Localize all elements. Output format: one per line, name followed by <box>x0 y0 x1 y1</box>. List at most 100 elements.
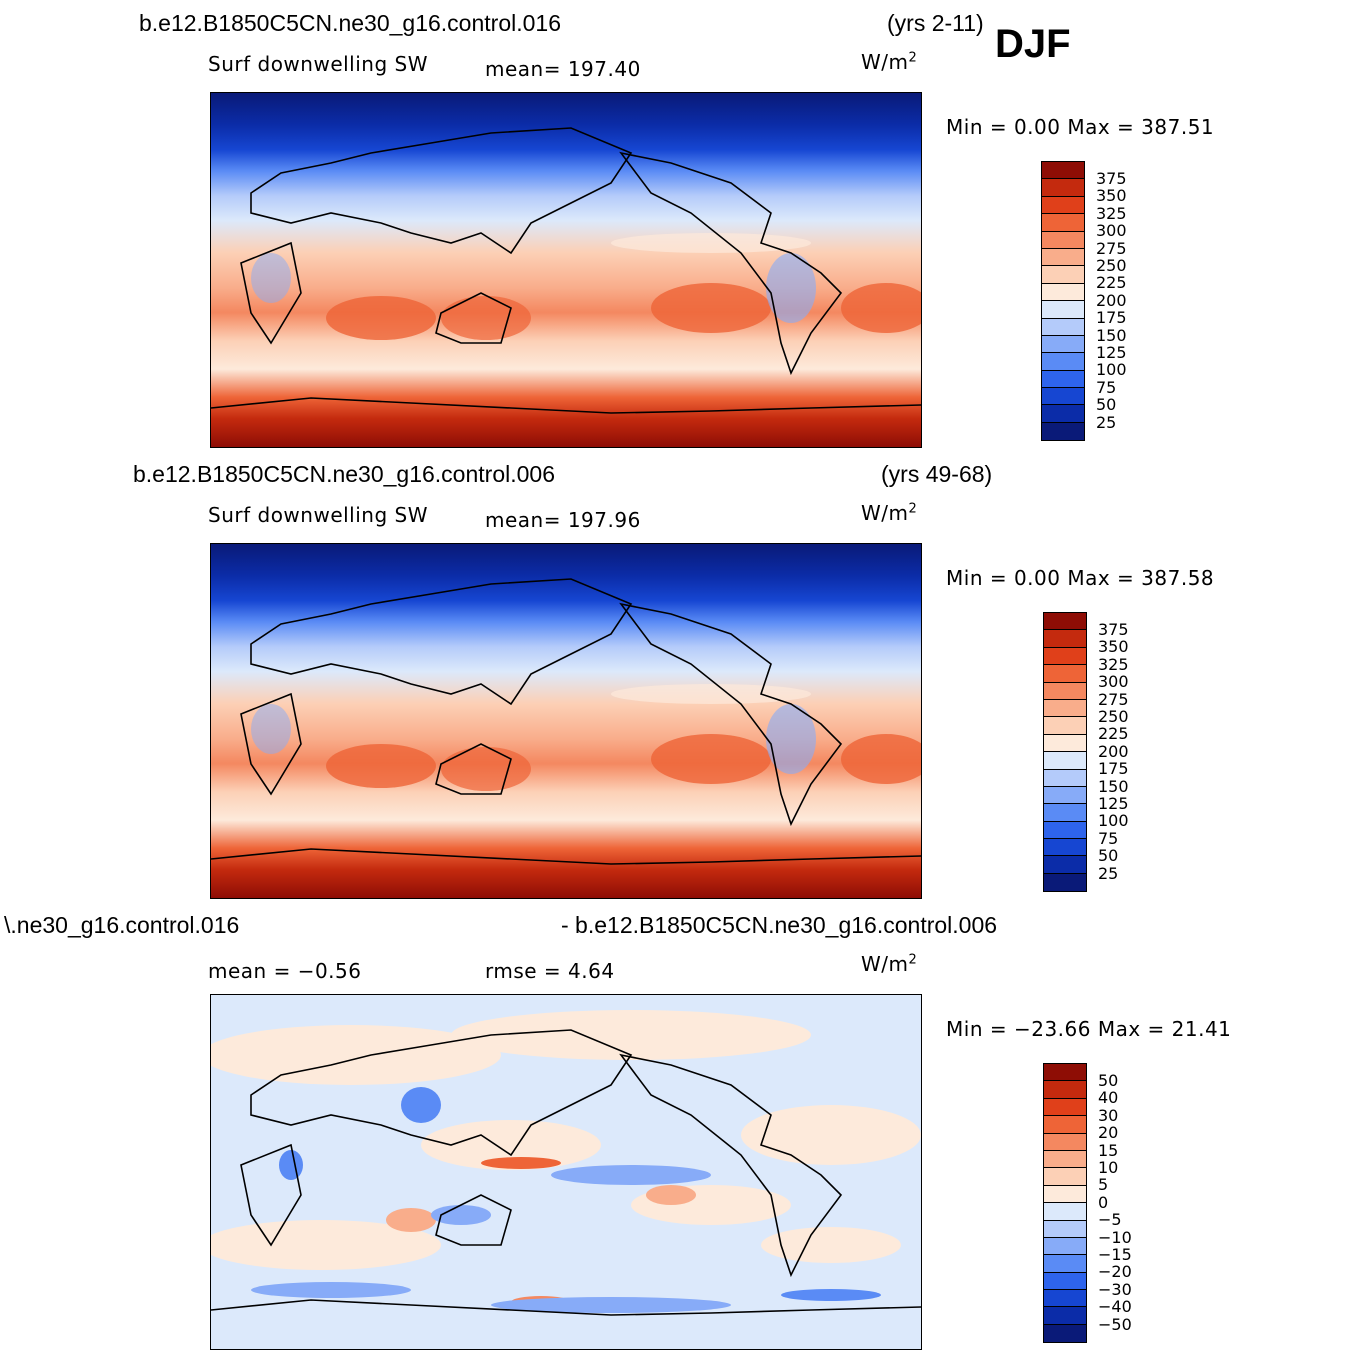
colorbar-tick-label: 25 <box>1098 863 1119 883</box>
colorbar-tick-label: 50 <box>1098 1071 1119 1090</box>
colorbar-swatch <box>1044 1220 1086 1238</box>
colorbar-tick-label: 150 <box>1098 776 1129 796</box>
colorbar-tick-label: 100 <box>1098 811 1129 831</box>
colorbar-swatch <box>1044 647 1086 666</box>
colorbar-swatch <box>1044 734 1086 753</box>
panel2-colorbar-labels: 375 350 325 300 275 250 225 200 175 150 … <box>1098 620 1129 883</box>
colorbar-tick-label: 375 <box>1096 169 1127 188</box>
colorbar-tick-label: −20 <box>1098 1262 1132 1282</box>
colorbar-tick-label: 300 <box>1098 672 1129 692</box>
colorbar-swatch <box>1042 422 1084 441</box>
panel1-colorbar <box>1041 161 1085 442</box>
panel2-mean: mean= 197.96 <box>485 508 641 532</box>
panel1-case-name: b.e12.B1850C5CN.ne30_g16.control.016 <box>139 10 561 36</box>
panel1-map-svg <box>211 93 921 447</box>
colorbar-tick-label: 150 <box>1096 325 1127 345</box>
panel1-mean: mean= 197.40 <box>485 57 641 81</box>
colorbar-tick-label: −40 <box>1098 1297 1132 1317</box>
colorbar-tick-label: 30 <box>1098 1105 1119 1125</box>
colorbar-swatch <box>1044 1150 1086 1169</box>
colorbar-swatch <box>1044 856 1086 874</box>
panel2-years: (yrs 49-68) <box>881 461 993 487</box>
panel1-years: (yrs 2-11) <box>887 10 984 36</box>
panel3-colorbar-labels: 50 40 30 20 15 10 5 0 −5 −10 −15 −20 −30… <box>1098 1071 1132 1334</box>
colorbar-tick-label: 225 <box>1096 273 1127 293</box>
colorbar-swatch <box>1042 318 1084 336</box>
panel3-map-svg <box>211 995 921 1349</box>
panel3-map <box>210 994 922 1350</box>
panel2-colorbar <box>1043 612 1087 893</box>
colorbar-tick-label: 375 <box>1098 620 1129 639</box>
colorbar-swatch <box>1042 370 1084 389</box>
panel1-units: W/m2 <box>861 50 918 74</box>
colorbar-swatch <box>1042 335 1084 354</box>
colorbar-swatch <box>1042 266 1084 284</box>
colorbar-tick-label: −30 <box>1098 1279 1132 1299</box>
panel2-map-svg <box>211 544 921 898</box>
colorbar-tick-label: 225 <box>1098 724 1129 744</box>
colorbar-tick-label: 325 <box>1098 654 1129 674</box>
panel2-minmax: Min = 0.00 Max = 387.58 <box>946 566 1215 590</box>
colorbar-tick-label: 25 <box>1096 412 1117 432</box>
colorbar-tick-label: 50 <box>1098 846 1119 866</box>
colorbar-tick-label: 175 <box>1098 759 1129 779</box>
colorbar-swatch <box>1042 196 1084 215</box>
panel1-minmax: Min = 0.00 Max = 387.51 <box>946 115 1215 139</box>
colorbar-swatch <box>1044 1064 1086 1082</box>
colorbar-swatch <box>1044 1203 1086 1221</box>
colorbar-swatch <box>1044 1098 1086 1117</box>
panel3-mean: mean = −0.56 <box>208 959 362 983</box>
colorbar-swatch <box>1042 214 1084 232</box>
colorbar-swatch <box>1044 752 1086 770</box>
panel2-case-name: b.e12.B1850C5CN.ne30_g16.control.006 <box>133 461 555 487</box>
colorbar-swatch <box>1042 353 1084 371</box>
colorbar-tick-label: 350 <box>1096 186 1127 206</box>
panel3-units: W/m2 <box>861 952 918 976</box>
colorbar-swatch <box>1044 839 1086 857</box>
panel2-units: W/m2 <box>861 501 918 525</box>
colorbar-tick-label: 300 <box>1096 221 1127 241</box>
colorbar-swatch <box>1044 717 1086 735</box>
colorbar-tick-label: 200 <box>1096 290 1127 310</box>
panel3-colorbar <box>1043 1063 1087 1344</box>
colorbar-swatch <box>1044 1290 1086 1308</box>
colorbar-tick-label: 125 <box>1098 794 1129 814</box>
colorbar-tick-label: 75 <box>1096 377 1117 397</box>
colorbar-swatch <box>1044 682 1086 700</box>
colorbar-swatch <box>1044 1116 1086 1134</box>
colorbar-swatch <box>1044 1324 1086 1343</box>
colorbar-swatch <box>1044 1185 1086 1204</box>
colorbar-tick-label: −15 <box>1098 1245 1132 1265</box>
colorbar-tick-label: 0 <box>1098 1192 1109 1212</box>
colorbar-tick-label: 20 <box>1098 1123 1119 1143</box>
colorbar-tick-label: −50 <box>1098 1314 1132 1334</box>
panel3-rmse: rmse = 4.64 <box>485 959 615 983</box>
colorbar-tick-label: 125 <box>1096 343 1127 363</box>
colorbar-swatch <box>1042 283 1084 302</box>
panel1-variable: Surf downwelling SW <box>208 52 428 76</box>
colorbar-tick-label: 275 <box>1096 238 1127 258</box>
colorbar-tick-label: 5 <box>1098 1175 1109 1195</box>
season-label: DJF <box>995 22 1071 66</box>
colorbar-swatch <box>1042 231 1084 249</box>
colorbar-tick-label: 75 <box>1098 828 1119 848</box>
colorbar-swatch <box>1044 1237 1086 1256</box>
colorbar-swatch <box>1044 1133 1086 1151</box>
panel1-colorbar-labels: 375 350 325 300 275 250 225 200 175 150 … <box>1096 169 1127 432</box>
colorbar-tick-label: 250 <box>1098 707 1129 727</box>
colorbar-tick-label: 50 <box>1096 395 1117 415</box>
colorbar-swatch <box>1042 248 1084 267</box>
colorbar-swatch <box>1044 1081 1086 1099</box>
colorbar-swatch <box>1044 821 1086 840</box>
colorbar-tick-label: 275 <box>1098 689 1129 709</box>
panel3-minmax: Min = −23.66 Max = 21.41 <box>946 1017 1232 1041</box>
colorbar-tick-label: 175 <box>1096 308 1127 328</box>
colorbar-swatch <box>1044 630 1086 648</box>
panel2-variable: Surf downwelling SW <box>208 503 428 527</box>
colorbar-swatch <box>1042 301 1084 319</box>
colorbar-tick-label: −10 <box>1098 1227 1132 1247</box>
panel2-map <box>210 543 922 899</box>
colorbar-tick-label: 200 <box>1098 741 1129 761</box>
colorbar-swatch <box>1042 179 1084 197</box>
colorbar-swatch <box>1044 804 1086 822</box>
